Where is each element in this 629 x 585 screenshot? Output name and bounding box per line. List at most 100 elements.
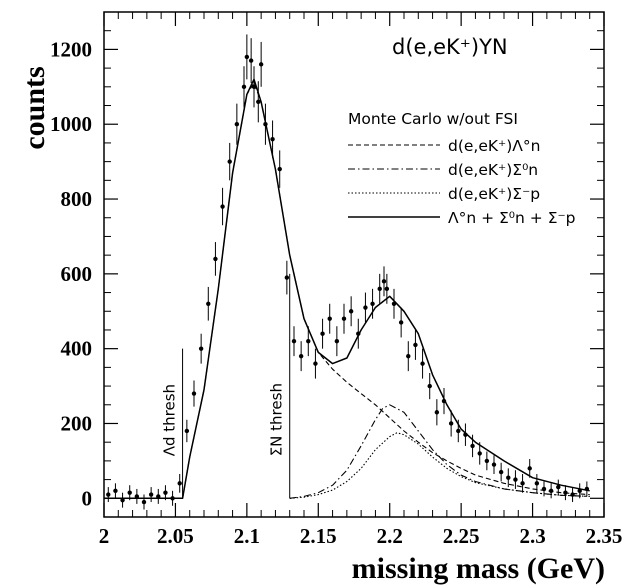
data-point xyxy=(141,499,147,505)
data-point xyxy=(163,490,168,495)
data-point xyxy=(470,443,475,449)
data-point xyxy=(327,316,332,321)
data-point xyxy=(377,286,382,292)
y-axis-title: counts xyxy=(18,66,51,149)
plot-frame xyxy=(103,11,605,518)
y-tick-label: 400 xyxy=(61,337,93,361)
y-tick-label: 600 xyxy=(61,262,93,286)
data-point xyxy=(463,432,468,437)
data-point xyxy=(406,353,411,359)
data-point xyxy=(256,99,261,104)
data-point xyxy=(363,305,368,310)
data-point xyxy=(206,301,211,306)
legend: Monte Carlo w/out FSI d(e,eK⁺)Λ°n d(e,eK⁺)… xyxy=(348,110,576,227)
data-point xyxy=(277,166,282,172)
data-point xyxy=(427,383,432,389)
data-point xyxy=(258,62,264,67)
x-tick-label: 2 xyxy=(99,524,110,548)
data-point xyxy=(263,122,268,127)
data-point xyxy=(548,488,554,494)
data-point xyxy=(477,451,482,456)
data-point xyxy=(148,492,154,497)
data-point xyxy=(106,492,111,497)
data-point xyxy=(498,469,504,475)
legend-label: Λ°n + Σ⁰n + Σ⁻p xyxy=(448,209,576,227)
data-point xyxy=(563,490,568,495)
data-point xyxy=(513,477,518,482)
legend-label: d(e,eK⁺)Σ⁰n xyxy=(448,161,538,179)
data-point xyxy=(113,488,118,494)
data-point xyxy=(556,484,561,490)
data-point xyxy=(348,309,354,314)
y-tick-label: 1000 xyxy=(50,112,92,136)
data-point xyxy=(170,496,175,501)
data-point xyxy=(441,398,447,404)
data-point xyxy=(534,481,540,486)
threshold-label: ΣN thresh xyxy=(268,383,286,456)
data-point xyxy=(356,331,361,336)
x-tick-label: 2.2 xyxy=(377,524,403,548)
data-point xyxy=(241,84,247,90)
data-point xyxy=(298,353,304,359)
data-point xyxy=(213,256,218,262)
data-point xyxy=(584,486,590,492)
x-tick-label: 2.35 xyxy=(586,524,623,548)
legend-label: d(e,eK⁺)Σ⁻p xyxy=(448,185,540,203)
data-point xyxy=(434,410,440,415)
data-point xyxy=(291,338,297,344)
y-tick-label: 200 xyxy=(61,411,93,435)
series-line-dashdot xyxy=(289,404,590,499)
data-point xyxy=(384,286,390,292)
data-point xyxy=(491,462,497,467)
data-point xyxy=(341,316,347,321)
data-point xyxy=(520,481,525,486)
data-point xyxy=(244,54,250,60)
series-line-solid xyxy=(104,78,590,500)
data-point xyxy=(284,275,290,280)
data-point xyxy=(184,428,190,434)
data-point xyxy=(306,338,311,344)
chart-title: d(e,eK⁺)YN xyxy=(392,35,508,59)
series-lines xyxy=(104,78,590,500)
data-point xyxy=(234,122,240,127)
y-tick-label: 1200 xyxy=(50,37,92,61)
x-ticks: 2 2.05 2.1 2.15 2.2 2.25 2.3 2.35 xyxy=(99,12,623,548)
data-point xyxy=(320,331,325,336)
data-point xyxy=(420,361,425,366)
x-tick-label: 2.1 xyxy=(234,524,260,548)
data-point xyxy=(541,486,547,492)
data-point xyxy=(398,320,404,325)
data-point xyxy=(248,58,254,63)
data-point xyxy=(120,497,125,503)
data-point xyxy=(381,279,387,284)
data-points xyxy=(106,34,590,510)
data-point xyxy=(227,159,232,164)
data-point xyxy=(370,301,375,306)
data-point xyxy=(413,342,418,348)
data-point xyxy=(177,481,182,486)
x-tick-label: 2.3 xyxy=(519,524,545,548)
data-point xyxy=(134,494,140,499)
x-tick-label: 2.05 xyxy=(157,524,194,548)
data-point xyxy=(251,84,257,90)
data-point xyxy=(527,466,532,471)
data-point xyxy=(156,494,161,499)
data-point xyxy=(220,204,225,209)
data-point xyxy=(198,346,204,351)
data-point xyxy=(577,488,582,494)
data-point xyxy=(570,492,575,497)
data-point xyxy=(506,475,511,480)
x-tick-label: 2.25 xyxy=(443,524,480,548)
data-point xyxy=(334,338,340,344)
data-point xyxy=(313,361,318,366)
threshold-label: Λd thresh xyxy=(161,384,179,456)
data-point xyxy=(391,301,397,306)
x-axis-title: missing mass (GeV) xyxy=(352,552,605,585)
data-point xyxy=(191,391,197,396)
y-ticks: 0 200 400 600 800 1000 1200 xyxy=(50,11,604,518)
legend-label: d(e,eK⁺)Λ°n xyxy=(448,137,540,155)
data-point xyxy=(270,136,275,142)
data-point xyxy=(484,458,490,464)
data-point xyxy=(448,421,454,426)
